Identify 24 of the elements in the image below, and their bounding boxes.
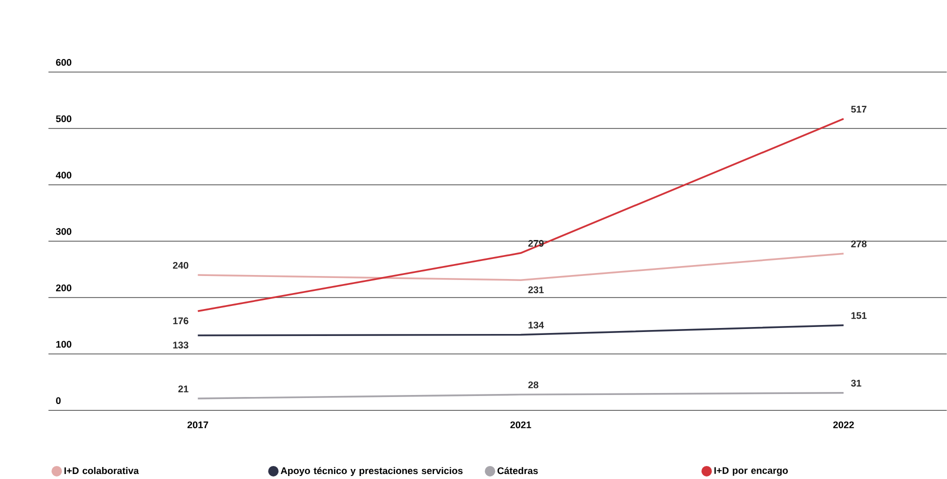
data-label: 133 <box>173 341 188 348</box>
y-tick-label: 0 <box>56 397 61 404</box>
data-label: 151 <box>851 312 867 319</box>
data-label: 517 <box>851 106 866 112</box>
x-tick-label: 2021 <box>510 421 532 428</box>
data-label: 134 <box>528 322 544 328</box>
data-label: 31 <box>851 380 862 386</box>
legend-label: I+D colaborativa <box>64 466 139 474</box>
y-tick-label: 600 <box>56 58 72 66</box>
data-label: 231 <box>528 286 544 294</box>
data-label: 240 <box>172 262 188 269</box>
data-label: 176 <box>173 317 188 324</box>
legend-label: Cátedras <box>498 466 538 474</box>
legend-label: I+D por encargo <box>714 467 788 476</box>
x-tick-label: 2017 <box>187 421 208 428</box>
y-tick-label: 100 <box>56 340 72 348</box>
x-tick-label: 2022 <box>833 421 854 428</box>
legend-label: Apoyo técnico y prestaciones servicios <box>280 466 463 476</box>
y-tick-label: 400 <box>56 172 72 178</box>
y-tick-label: 300 <box>56 228 72 235</box>
y-tick-label: 500 <box>56 115 72 122</box>
y-tick-label: 200 <box>56 284 72 292</box>
data-label: 28 <box>528 381 538 388</box>
data-label: 21 <box>178 385 188 392</box>
